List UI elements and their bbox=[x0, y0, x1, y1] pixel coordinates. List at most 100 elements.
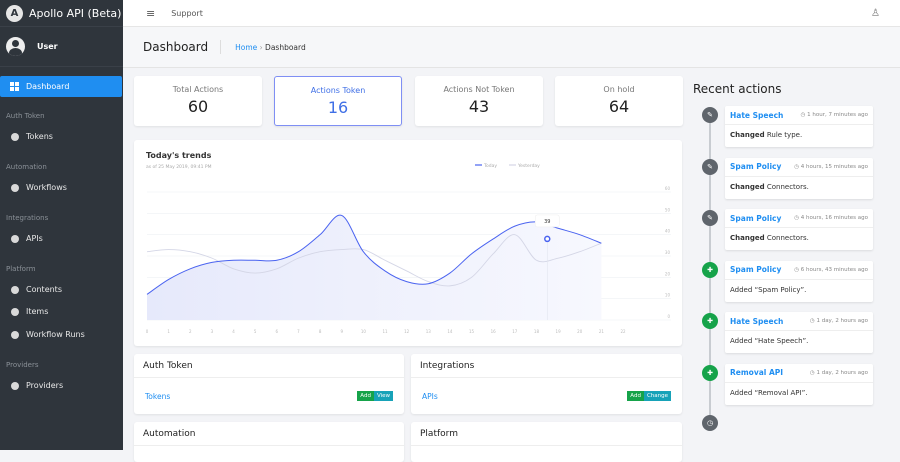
x-tick-label: 12 bbox=[404, 329, 410, 334]
x-tick-label: 2 bbox=[189, 329, 192, 334]
platform-panel: Platform bbox=[411, 422, 682, 462]
action-description: Added “Spam Policy”. bbox=[725, 280, 873, 300]
tokens-link[interactable]: Tokens bbox=[145, 391, 171, 401]
action-text: Connectors. bbox=[766, 234, 809, 242]
sidebar-item-label: Workflow Runs bbox=[26, 330, 85, 339]
x-tick-label: 19 bbox=[556, 329, 562, 334]
brand[interactable]: A Apollo API (Beta) bbox=[0, 0, 123, 27]
stat-label: On hold bbox=[603, 85, 635, 94]
sidebar-item-apis[interactable]: APIs bbox=[11, 234, 43, 243]
x-tick-label: 1 bbox=[167, 329, 170, 334]
recent-action-item: Hate Speech ◷ 1 day, 2 hours ago Added “H… bbox=[725, 312, 873, 353]
add-button[interactable]: Add bbox=[627, 391, 644, 401]
action-text: Connectors. bbox=[766, 182, 809, 191]
action-object-link[interactable]: Hate Speech bbox=[730, 316, 784, 326]
action-time: ◷ 6 hours, 43 minutes ago bbox=[794, 266, 868, 273]
section-integrations: Integrations bbox=[6, 214, 49, 222]
legend-yesterday[interactable]: Yesterday bbox=[517, 163, 540, 169]
stat-actions-not-token[interactable]: Actions Not Token 43 bbox=[415, 76, 543, 126]
action-object-link[interactable]: Spam Policy bbox=[730, 265, 782, 274]
action-verb: Changed bbox=[730, 182, 765, 191]
edit-icon: ✎ bbox=[702, 210, 718, 226]
stat-value: 60 bbox=[187, 97, 209, 116]
sidebar-item-label: Items bbox=[26, 307, 49, 316]
action-object-link[interactable]: Spam Policy bbox=[730, 213, 782, 223]
action-text: Added “Removal API”. bbox=[730, 388, 808, 397]
add-button[interactable]: Add bbox=[357, 391, 374, 401]
sidebar-item-providers[interactable]: Providers bbox=[11, 381, 63, 390]
stat-label: Total Actions bbox=[172, 85, 224, 94]
legend-today[interactable]: Today bbox=[483, 163, 497, 169]
sidebar-item-workflows[interactable]: Workflows bbox=[11, 183, 67, 192]
user-name: User bbox=[37, 42, 58, 51]
action-object-link[interactable]: Hate Speech bbox=[730, 110, 784, 120]
circle-icon bbox=[11, 285, 19, 294]
action-time-text: 6 hours, 43 minutes ago bbox=[800, 266, 868, 273]
page-title: Dashboard bbox=[143, 40, 222, 54]
x-tick-label: 17 bbox=[512, 329, 518, 334]
automation-panel: Automation bbox=[134, 422, 404, 462]
action-time: ◷ 1 day, 2 hours ago bbox=[809, 318, 868, 324]
apis-link[interactable]: APIs bbox=[422, 391, 438, 401]
breadcrumb-current: Dashboard bbox=[265, 42, 306, 52]
panel-title: Auth Token bbox=[134, 354, 404, 378]
logo-icon: A bbox=[6, 4, 23, 22]
change-button[interactable]: Change bbox=[643, 391, 671, 401]
recent-action-item: Spam Policy ◷ 4 hours, 15 minutes ago Cha… bbox=[725, 157, 873, 199]
recent-action-item: Removal API ◷ 1 day, 2 hours ago Added “R… bbox=[725, 363, 873, 405]
panel-title: Automation bbox=[134, 422, 404, 446]
stat-actions-token[interactable]: Actions Token 16 bbox=[274, 76, 402, 126]
dashboard-icon bbox=[10, 82, 19, 91]
circle-icon bbox=[11, 183, 19, 192]
recent-actions-title: Recent actions bbox=[693, 82, 782, 96]
action-object-link[interactable]: Spam Policy bbox=[730, 162, 782, 171]
hamburger-menu-icon[interactable]: ≡ bbox=[146, 6, 156, 20]
tooltip-box bbox=[535, 214, 560, 228]
sidebar-item-workflow-runs[interactable]: Workflow Runs bbox=[11, 330, 85, 339]
sidebar-item-items[interactable]: Items bbox=[11, 307, 48, 316]
y-tick-label: 0 bbox=[667, 314, 670, 319]
user-profile[interactable]: User bbox=[0, 27, 123, 67]
page-header: Dashboard Home › Dashboard bbox=[123, 27, 900, 68]
section-automation: Automation bbox=[6, 163, 47, 171]
circle-icon bbox=[11, 381, 19, 390]
section-providers: Providers bbox=[6, 361, 39, 369]
y-tick-label: 60 bbox=[665, 186, 671, 191]
x-tick-label: 21 bbox=[599, 329, 605, 334]
user-icon[interactable]: ♙ bbox=[871, 7, 880, 19]
circle-icon bbox=[11, 234, 19, 243]
breadcrumb: Home › Dashboard bbox=[235, 43, 306, 52]
x-tick-label: 16 bbox=[491, 329, 497, 334]
avatar-icon bbox=[6, 37, 25, 56]
action-object-link[interactable]: Removal API bbox=[730, 368, 784, 377]
view-button[interactable]: View bbox=[373, 391, 393, 401]
stat-total-actions[interactable]: Total Actions 60 bbox=[134, 76, 262, 126]
stat-label: Actions Token bbox=[310, 86, 366, 95]
integrations-panel: Integrations APIs Add Change bbox=[411, 354, 682, 414]
sidebar-item-tokens[interactable]: Tokens bbox=[11, 132, 53, 141]
x-tick-label: 14 bbox=[447, 329, 453, 334]
sidebar: A Apollo API (Beta) User Dashboard Auth T… bbox=[0, 0, 123, 450]
action-time: ◷ 1 day, 2 hours ago bbox=[809, 369, 868, 376]
x-tick-label: 20 bbox=[577, 329, 583, 334]
x-tick-label: 15 bbox=[469, 329, 475, 334]
support-link[interactable]: Support bbox=[171, 8, 203, 18]
stat-value: 64 bbox=[608, 97, 630, 116]
sidebar-item-contents[interactable]: Contents bbox=[11, 285, 62, 294]
sidebar-item-dashboard[interactable]: Dashboard bbox=[0, 76, 122, 97]
action-text: Added “Spam Policy”. bbox=[730, 285, 807, 294]
action-verb: Changed bbox=[730, 131, 765, 139]
auth-token-panel: Auth Token Tokens Add View bbox=[134, 354, 404, 414]
series-line-yesterday bbox=[146, 234, 602, 287]
app-title: Apollo API (Beta) bbox=[29, 6, 122, 20]
add-icon: ✚ bbox=[702, 261, 718, 278]
hover-point bbox=[544, 235, 551, 243]
chart-title: Today's trends bbox=[146, 151, 212, 160]
action-description: Added “Hate Speech”. bbox=[725, 331, 873, 351]
y-tick-label: 10 bbox=[665, 293, 671, 298]
breadcrumb-home[interactable]: Home bbox=[235, 42, 258, 52]
sidebar-item-label: Providers bbox=[26, 381, 64, 390]
action-time: ◷ 4 hours, 16 minutes ago bbox=[794, 215, 868, 221]
tooltip-value: 39 bbox=[544, 219, 550, 225]
stat-on-hold[interactable]: On hold 64 bbox=[555, 76, 683, 126]
